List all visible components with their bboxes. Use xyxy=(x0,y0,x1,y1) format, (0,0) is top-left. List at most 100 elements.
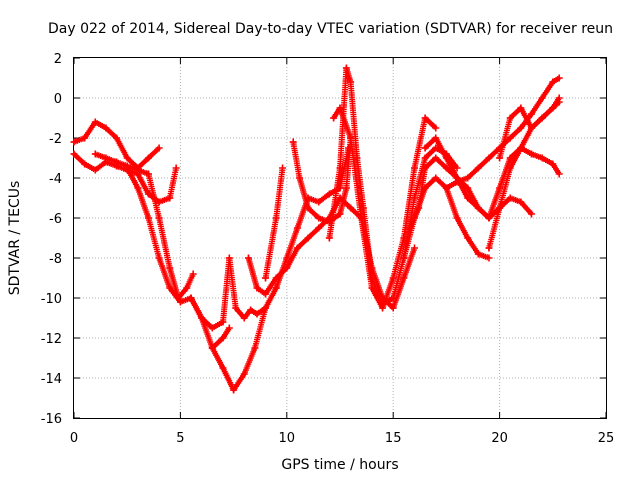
series-trail xyxy=(407,155,534,231)
series-track-10 xyxy=(272,144,353,292)
x-tick-label: 25 xyxy=(598,431,615,446)
data-point xyxy=(262,274,270,282)
data-point xyxy=(172,164,180,172)
data-point xyxy=(134,166,142,174)
data-point xyxy=(421,114,429,122)
data-point xyxy=(528,124,536,132)
series-track-6 xyxy=(208,324,233,352)
x-tick-label: 20 xyxy=(491,431,508,446)
y-tick-label: -2 xyxy=(49,132,62,147)
data-point xyxy=(166,284,174,292)
data-point xyxy=(70,150,78,158)
data-point xyxy=(432,174,440,182)
data-point xyxy=(219,318,227,326)
data-point xyxy=(315,224,323,232)
series-track-15 xyxy=(421,134,563,222)
data-point xyxy=(421,144,429,152)
data-point xyxy=(410,244,418,252)
data-point xyxy=(442,184,450,192)
data-point xyxy=(506,114,514,122)
data-point xyxy=(549,78,557,86)
y-tick-label: -4 xyxy=(49,172,62,187)
data-point xyxy=(506,194,514,202)
data-point xyxy=(219,364,227,372)
data-point xyxy=(345,144,353,152)
data-point xyxy=(517,198,525,206)
data-point xyxy=(325,190,333,198)
data-point xyxy=(400,254,408,262)
x-tick-label: 5 xyxy=(176,431,184,446)
data-point xyxy=(70,138,78,146)
data-point xyxy=(232,304,240,312)
data-point xyxy=(496,184,504,192)
data-point xyxy=(347,78,355,86)
data-point xyxy=(342,184,350,192)
data-point xyxy=(272,284,280,292)
data-point xyxy=(144,214,152,222)
data-point xyxy=(330,114,338,122)
y-tick-label: -14 xyxy=(41,372,62,387)
data-point xyxy=(528,210,536,218)
series-track-18 xyxy=(496,98,563,162)
data-point xyxy=(81,160,89,168)
data-point xyxy=(253,284,261,292)
y-tick-label: -6 xyxy=(49,212,62,227)
data-point xyxy=(240,370,248,378)
x-tick-label: 10 xyxy=(279,431,296,446)
data-point xyxy=(325,234,333,242)
data-point xyxy=(315,198,323,206)
series-track-12 xyxy=(330,104,440,312)
data-point xyxy=(198,314,206,322)
data-point xyxy=(517,144,525,152)
data-point xyxy=(189,270,197,278)
data-point xyxy=(549,160,557,168)
data-point xyxy=(485,154,493,162)
data-point xyxy=(262,290,270,298)
data-point xyxy=(474,204,482,212)
data-point xyxy=(517,104,525,112)
series-track-5 xyxy=(187,254,270,332)
data-point xyxy=(155,214,163,222)
data-point xyxy=(279,164,287,172)
data-point xyxy=(538,154,546,162)
data-point xyxy=(208,344,216,352)
data-point xyxy=(485,214,493,222)
series-track-14 xyxy=(406,154,536,232)
data-point xyxy=(272,214,280,222)
data-point xyxy=(144,154,152,162)
data-point xyxy=(123,164,131,172)
data-point xyxy=(410,164,418,172)
data-point xyxy=(304,194,312,202)
x-axis-label: GPS time / hours xyxy=(281,457,398,473)
data-point xyxy=(432,124,440,132)
data-point xyxy=(389,294,397,302)
data-point xyxy=(406,224,414,232)
data-point xyxy=(389,274,397,282)
data-point xyxy=(113,158,121,166)
data-point xyxy=(432,154,440,162)
data-point xyxy=(113,134,121,142)
data-point xyxy=(453,178,461,186)
data-point xyxy=(421,164,429,172)
x-tick-label: 15 xyxy=(385,431,402,446)
data-point xyxy=(464,174,472,182)
data-point xyxy=(315,214,323,222)
data-point xyxy=(336,104,344,112)
y-tick-label: -16 xyxy=(41,412,62,427)
data-point xyxy=(289,138,297,146)
data-point xyxy=(453,214,461,222)
data-point xyxy=(293,244,301,252)
data-point xyxy=(485,244,493,252)
data-point xyxy=(474,164,482,172)
data-point xyxy=(304,234,312,242)
data-point xyxy=(247,306,255,314)
x-tick-label: 0 xyxy=(70,431,78,446)
data-point xyxy=(293,224,301,232)
data-point xyxy=(400,234,408,242)
series-trail xyxy=(92,151,196,301)
data-point xyxy=(359,204,367,212)
data-point xyxy=(183,284,191,292)
data-point xyxy=(91,118,99,126)
data-point xyxy=(464,234,472,242)
series-trail xyxy=(486,96,562,251)
